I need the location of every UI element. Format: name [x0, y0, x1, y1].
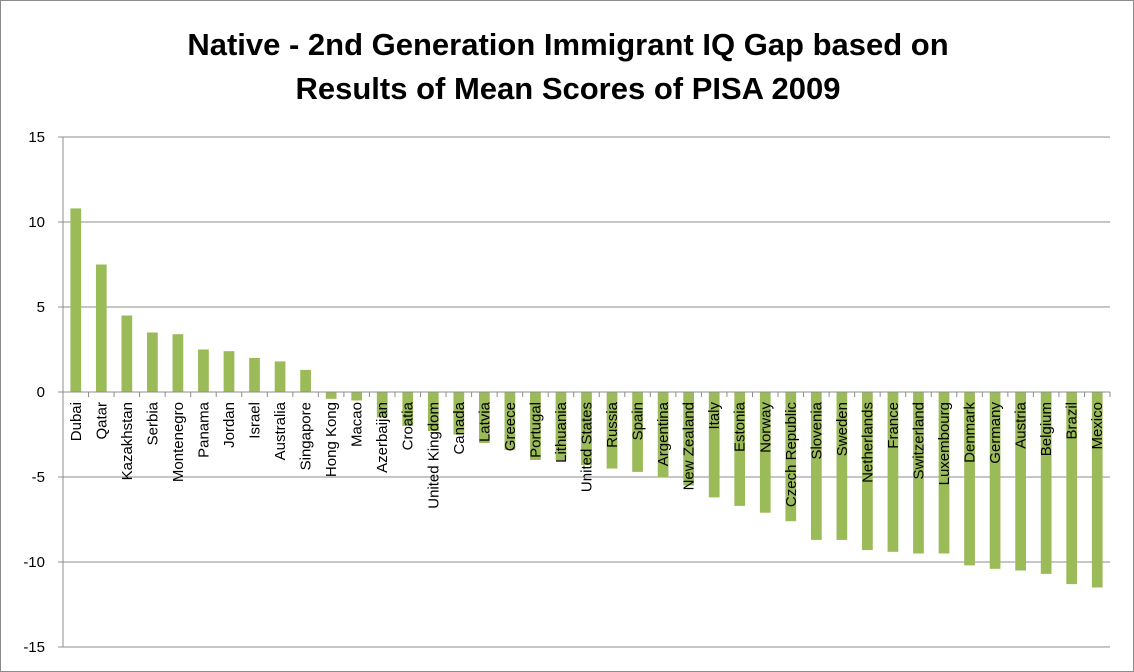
y-tick-label: 15: [28, 129, 45, 146]
x-category-label: Luxembourg: [936, 402, 953, 485]
chart-title-line-1: Native - 2nd Generation Immigrant IQ Gap…: [187, 27, 949, 62]
x-category-label: Hong Kong: [323, 402, 340, 477]
bar-italy: [708, 392, 720, 498]
bar-jordan: [223, 351, 235, 392]
x-category-label: Latvia: [476, 401, 493, 442]
x-category-label: Denmark: [962, 402, 979, 463]
x-category-label: Kazakhstan: [119, 402, 136, 480]
bar-israel: [249, 358, 260, 392]
bar-latvia: [478, 392, 490, 443]
bar-australia: [274, 361, 286, 392]
x-category-label: Spain: [630, 402, 647, 440]
x-category-label: Russia: [604, 401, 621, 448]
bar-singapore: [300, 369, 311, 392]
bar-mexico: [1091, 392, 1103, 588]
y-tick-label: 5: [37, 299, 45, 316]
x-category-label: Jordan: [221, 402, 238, 448]
x-category-label: Serbia: [144, 401, 161, 445]
bar-germany: [989, 392, 1001, 569]
bar-netherlands: [862, 392, 873, 551]
bar-panama: [198, 349, 209, 392]
x-category-label: Austria: [1013, 401, 1030, 448]
bar-spain: [632, 392, 643, 472]
bar-austria: [1015, 392, 1026, 571]
bar-croatia: [402, 392, 414, 426]
x-category-label: Lithuania: [553, 401, 570, 463]
bar-slovenia: [810, 392, 822, 540]
bar-qatar: [95, 264, 107, 392]
x-category-label: Macao: [349, 402, 366, 447]
x-category-label: New Zealand: [681, 402, 698, 490]
x-category-label: Canada: [451, 401, 468, 454]
bar-argentina: [657, 392, 669, 477]
bar-dubai: [70, 208, 82, 392]
chart-title-line-2: Results of Mean Scores of PISA 2009: [295, 71, 841, 106]
bar-denmark: [964, 392, 975, 566]
bar-luxembourg: [938, 392, 950, 554]
x-category-label: Netherlands: [859, 402, 876, 483]
bar-brazil: [1066, 392, 1078, 585]
x-category-label: Qatar: [93, 402, 110, 440]
x-category-label: Italy: [706, 402, 723, 430]
bar-lithuania: [555, 392, 567, 460]
x-category-label: Estonia: [732, 401, 749, 452]
x-category-label: Croatia: [400, 401, 417, 450]
bar-canada: [453, 392, 465, 435]
bar-czech-republic: [785, 392, 797, 522]
x-category-label: Greece: [502, 402, 519, 451]
bar-belgium: [1040, 392, 1052, 574]
bar-serbia: [147, 332, 158, 392]
bar-united-kingdom: [427, 392, 439, 432]
bar-kazakhstan: [121, 315, 133, 392]
x-category-label: France: [885, 402, 902, 449]
bar-estonia: [734, 392, 746, 506]
bar-norway: [759, 392, 771, 513]
bar-united-states: [581, 392, 592, 466]
x-category-label: United States: [579, 402, 596, 492]
x-category-label: Panama: [195, 401, 212, 458]
bar-hong-kong: [325, 392, 337, 399]
bar-sweden: [836, 392, 848, 540]
x-category-label: Portugal: [527, 402, 544, 458]
x-category-label: Argentina: [655, 401, 672, 466]
x-category-label: Czech Republic: [783, 402, 800, 508]
x-category-label: Montenegro: [170, 402, 187, 482]
bar-portugal: [530, 392, 541, 460]
bar-switzerland: [913, 392, 924, 554]
bar-france: [887, 392, 899, 552]
bar-macao: [351, 392, 363, 401]
x-category-label: Brazil: [1064, 402, 1081, 440]
x-category-label: Singapore: [298, 402, 315, 470]
x-category-label: Dubai: [68, 402, 85, 441]
y-tick-label: 0: [37, 384, 45, 401]
x-category-label: Mexico: [1089, 402, 1106, 450]
x-category-label: Switzerland: [910, 402, 927, 480]
y-tick-label: 10: [28, 214, 45, 231]
x-category-label: Australia: [272, 401, 289, 460]
bar-new-zealand: [683, 392, 695, 486]
bar-greece: [504, 392, 516, 450]
y-tick-label: -10: [23, 554, 45, 571]
x-category-label: Israel: [247, 402, 264, 439]
chart-title: Native - 2nd Generation Immigrant IQ Gap…: [1, 23, 1134, 111]
bar-russia: [606, 392, 618, 469]
x-category-label: Slovenia: [808, 401, 825, 459]
x-category-label: Germany: [987, 402, 1004, 464]
x-category-label: Sweden: [834, 402, 851, 456]
bar-montenegro: [172, 334, 184, 392]
y-tick-label: -15: [23, 639, 45, 656]
x-category-label: United Kingdom: [425, 402, 442, 509]
x-category-label: Norway: [757, 402, 774, 453]
x-category-label: Belgium: [1038, 402, 1055, 456]
x-category-label: Azerbaijan: [374, 402, 391, 473]
y-tick-label: -5: [32, 469, 45, 486]
bar-azerbaijan: [376, 392, 388, 418]
